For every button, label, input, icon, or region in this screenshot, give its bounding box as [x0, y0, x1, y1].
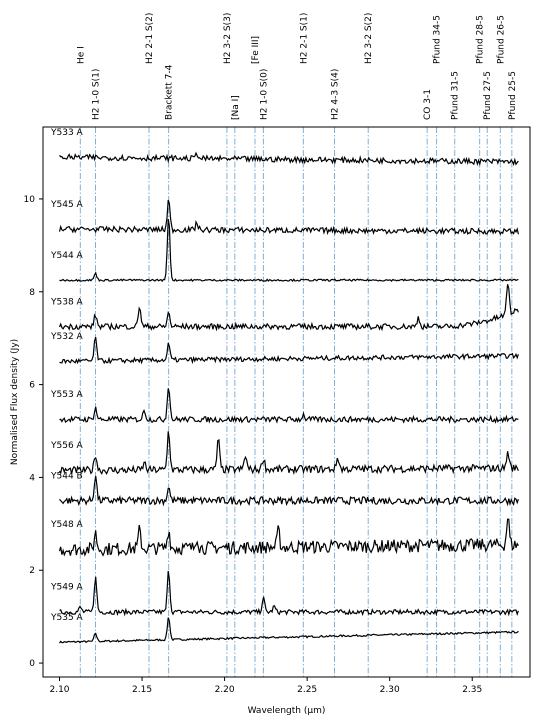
- spectrum-line: [59, 337, 519, 365]
- reference-line-label: H2 1-0 S(0): [259, 69, 269, 120]
- series-label: Y545 A: [50, 200, 84, 210]
- series-label: Y544 B: [50, 471, 83, 481]
- spectrum-line: [58, 431, 519, 476]
- reference-lines: [79, 127, 513, 677]
- reference-line-label: H2 2-1 S(2): [145, 13, 155, 64]
- reference-line-label: He I: [76, 46, 86, 64]
- spectrum-line: [58, 518, 519, 557]
- reference-labels: He I H2 1-0 S(1) H2 2-1 S(2) Brackett 7-4 H2…: [76, 13, 518, 120]
- series-label: Y553 A: [50, 390, 84, 400]
- spectrum-line: [59, 475, 519, 507]
- reference-line-label: H2 1-0 S(1): [91, 69, 101, 120]
- reference-line-label: [Fe III]: [251, 36, 261, 64]
- x-tick-label: 2.30: [380, 685, 400, 695]
- spectrum-line: [59, 617, 519, 644]
- x-tick-label: 2.35: [462, 685, 482, 695]
- reference-line-label: Pfund 26-5: [496, 15, 506, 64]
- reference-line-label: H2 3-2 S(3): [223, 13, 233, 64]
- x-tick-label: 2.10: [49, 685, 69, 695]
- reference-line-label: CO 3-1: [423, 89, 433, 120]
- spectrum-line: [59, 151, 519, 167]
- x-axis-ticks: 2.10 2.15 2.20 2.25 2.30 2.35: [49, 677, 482, 695]
- y-axis-ticks: 0 2 4 6 8 10: [24, 195, 43, 669]
- series-label: Y538 A: [50, 297, 84, 307]
- x-axis-label: Wavelength (μm): [248, 706, 326, 716]
- reference-line-label: H2 4-3 S(4): [331, 69, 341, 120]
- reference-line-label: Pfund 27-5: [483, 71, 493, 120]
- reference-line-label: H2 3-2 S(2): [364, 13, 374, 64]
- y-axis-label: Normalised Flux density (Jy): [10, 339, 20, 465]
- y-tick-label: 8: [29, 288, 35, 298]
- y-tick-label: 4: [29, 473, 35, 483]
- spectrum-line: [58, 199, 519, 236]
- reference-line-label: Pfund 31-5: [451, 71, 461, 120]
- reference-line-label: Pfund 34-5: [433, 15, 443, 64]
- x-tick-label: 2.20: [215, 685, 235, 695]
- reference-line-label: H2 2-1 S(1): [299, 13, 309, 64]
- x-tick-label: 2.15: [132, 685, 152, 695]
- spectrum-line: [59, 218, 519, 283]
- x-tick-label: 2.25: [297, 685, 317, 695]
- y-tick-label: 10: [24, 195, 36, 205]
- reference-line-label: [Na I]: [231, 95, 241, 120]
- series-label: Y548 A: [50, 520, 84, 530]
- series-label: Y532 A: [50, 332, 84, 342]
- series-label: Y549 A: [50, 583, 84, 593]
- reference-line-label: Brackett 7-4: [165, 64, 175, 120]
- reference-line-label: Pfund 25-5: [508, 71, 518, 120]
- series-label: Y556 A: [50, 441, 84, 451]
- series-labels: Y535 A Y549 A Y548 A Y544 B Y556 A Y553 A Y532…: [50, 128, 84, 623]
- reference-line-label: Pfund 28-5: [476, 15, 486, 64]
- spectrum-line: [59, 388, 519, 425]
- y-tick-label: 0: [29, 659, 35, 669]
- series-label: Y544 A: [50, 251, 84, 261]
- spectra-series: [58, 151, 519, 644]
- spectrum-line: [59, 570, 519, 617]
- series-label: Y535 A: [50, 613, 84, 623]
- spectrum-line: [58, 284, 519, 332]
- series-label: Y533 A: [50, 128, 84, 138]
- plot-frame: [42, 126, 531, 678]
- y-tick-label: 6: [29, 381, 35, 391]
- y-tick-label: 2: [29, 566, 35, 576]
